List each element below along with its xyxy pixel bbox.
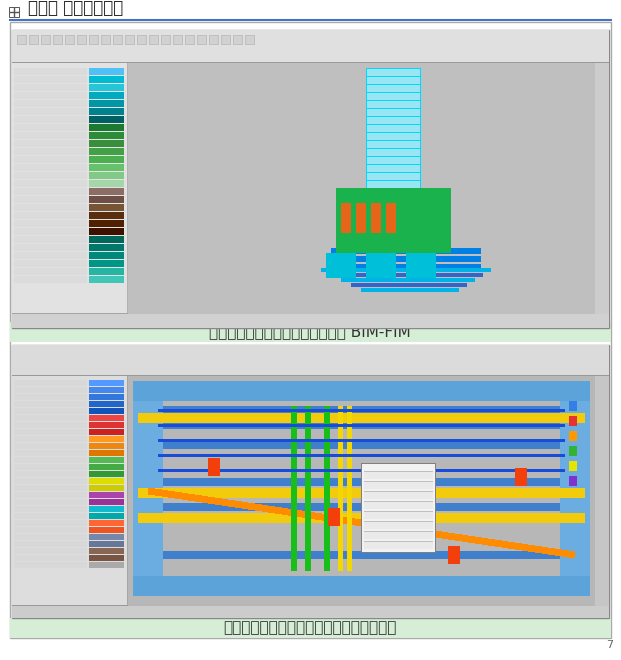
Text: （一） 集成交付平台: （一） 集成交付平台	[28, 0, 123, 17]
Bar	[10, 618, 611, 638]
Bar	[9, 7, 19, 17]
Bar	[12, 345, 609, 618]
Text: 建筑机电工程数字化集成交付平台 BIM-FIM: 建筑机电工程数字化集成交付平台 BIM-FIM	[209, 325, 411, 339]
Bar	[10, 322, 611, 342]
Bar	[12, 30, 609, 328]
Text: 建筑机电工程数字化集成交付构件信息管理: 建筑机电工程数字化集成交付构件信息管理	[224, 620, 397, 636]
Text: 7: 7	[606, 640, 613, 650]
